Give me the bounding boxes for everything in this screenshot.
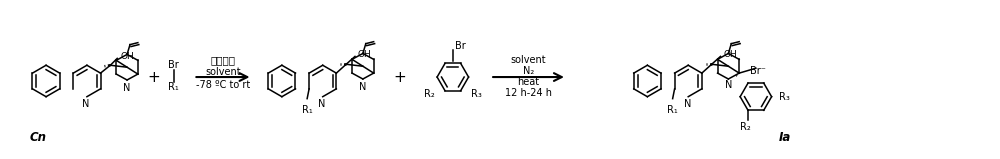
Text: solvent: solvent — [205, 67, 241, 77]
Text: N: N — [123, 83, 131, 93]
Text: N: N — [318, 99, 325, 109]
Text: R₁: R₁ — [168, 82, 179, 92]
Text: R₃: R₃ — [779, 92, 790, 102]
Text: 12 h-24 h: 12 h-24 h — [505, 88, 552, 98]
Text: N: N — [725, 80, 732, 90]
Text: solvent: solvent — [511, 55, 546, 65]
Text: ⁺: ⁺ — [733, 73, 737, 82]
Text: R₁: R₁ — [302, 105, 313, 114]
Text: +: + — [148, 69, 161, 85]
Text: N₂: N₂ — [523, 66, 534, 76]
Text: OH: OH — [358, 50, 372, 59]
Text: Br: Br — [168, 60, 179, 70]
Text: OH: OH — [723, 50, 737, 59]
Text: R₃: R₃ — [471, 89, 481, 99]
Text: Cn: Cn — [30, 131, 47, 145]
Text: heat: heat — [517, 77, 540, 87]
Text: R₂: R₂ — [740, 122, 750, 132]
Text: N: N — [359, 82, 367, 92]
Text: Ia: Ia — [779, 131, 791, 145]
Text: OH: OH — [120, 52, 134, 61]
Text: 正丁基锂: 正丁基锂 — [210, 55, 235, 65]
Text: R₂: R₂ — [424, 89, 435, 99]
Text: N: N — [82, 99, 90, 109]
Text: +: + — [393, 69, 406, 85]
Text: R₁: R₁ — [667, 105, 678, 114]
Text: -78 ºC to rt: -78 ºC to rt — [196, 80, 250, 90]
Text: N: N — [684, 99, 691, 109]
Text: Br: Br — [455, 41, 466, 51]
Text: Br⁻: Br⁻ — [750, 66, 766, 76]
